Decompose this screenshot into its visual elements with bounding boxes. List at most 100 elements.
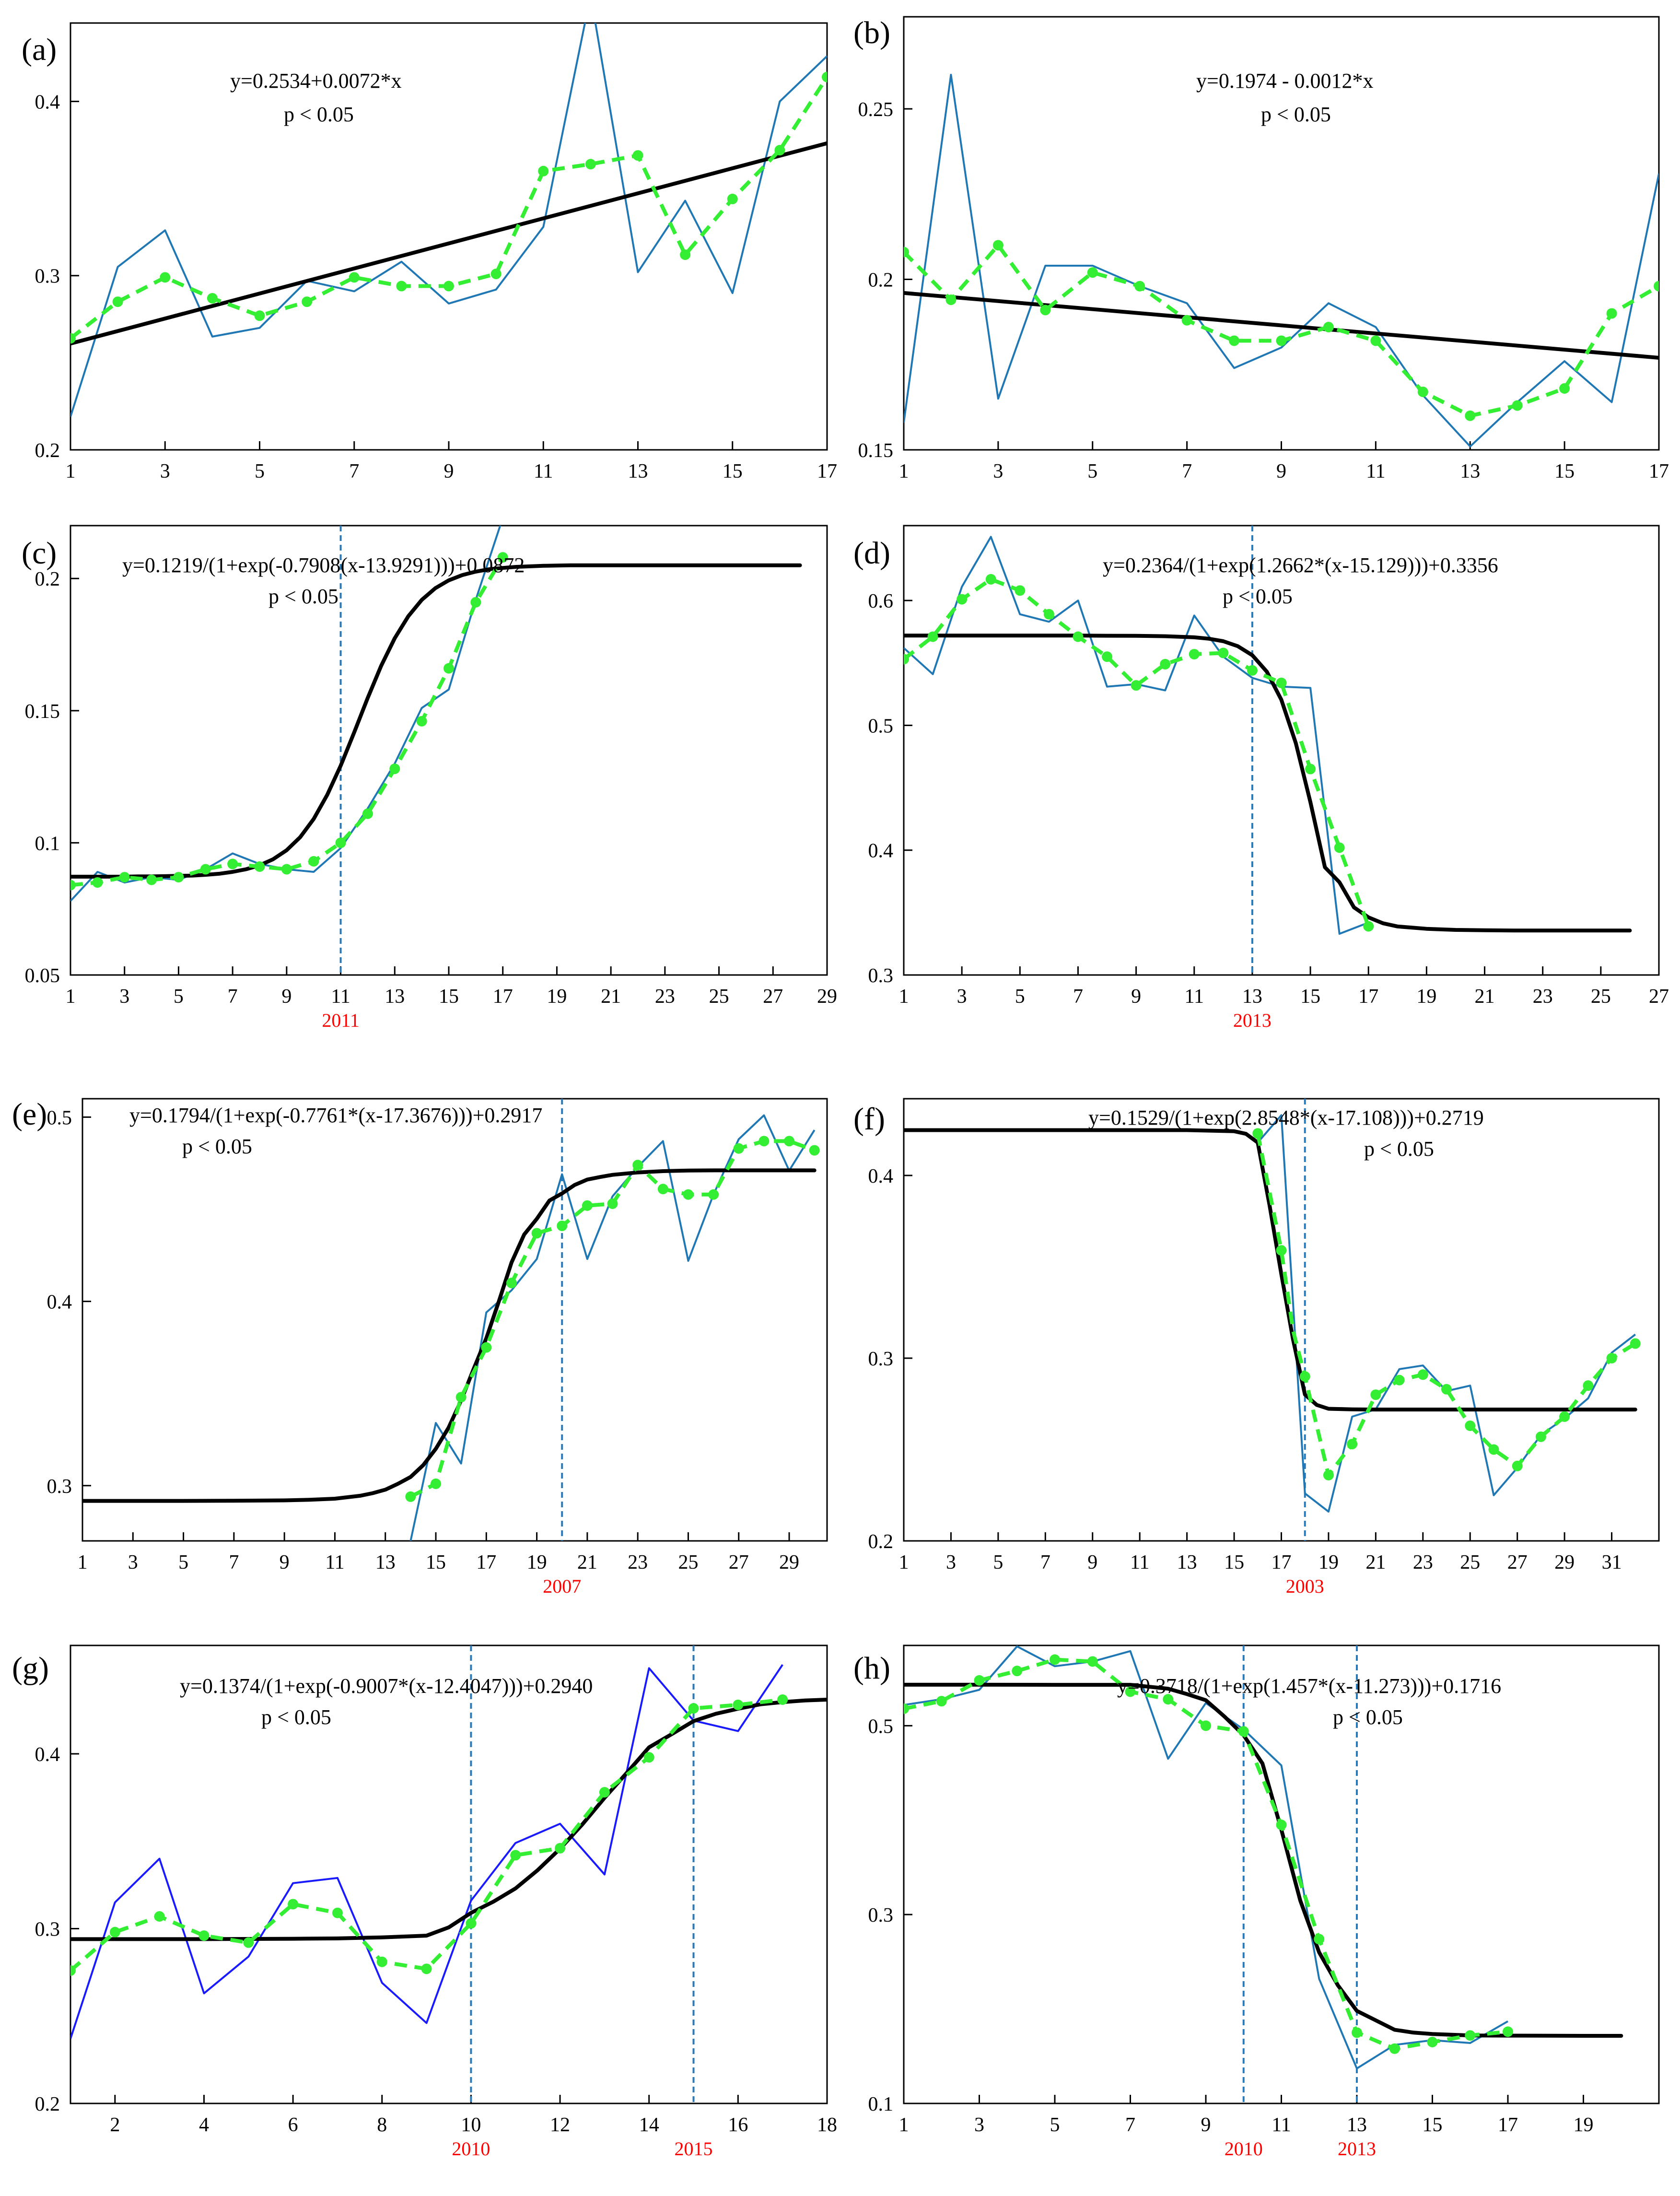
smoothed-point	[481, 1342, 492, 1353]
panel-label: (a)	[22, 32, 57, 67]
smoothed-point	[431, 1478, 442, 1489]
smoothed-point	[497, 552, 508, 563]
x-tick-label: 9	[1087, 1551, 1097, 1574]
smoothed-point	[680, 249, 691, 260]
smoothed-point	[302, 296, 313, 307]
smoothed-point	[112, 296, 123, 307]
panel-b: 1 3 5 7 9 11 13 15 170.150.20.25(b)y=0.1974 - 0.…	[853, 15, 1669, 482]
smoothed-point	[416, 716, 427, 727]
x-tick-label: 1	[899, 2114, 909, 2136]
x-tick-label: 27	[1649, 986, 1669, 1008]
x-tick-label: 13	[1177, 1551, 1197, 1574]
x-tick-label: 21	[1365, 1551, 1386, 1574]
x-tick-label: 7	[349, 460, 359, 482]
smoothed-point	[1512, 400, 1523, 411]
smoothed-point	[904, 654, 909, 665]
smoothed-point	[904, 247, 909, 258]
x-tick-label: 17	[1358, 986, 1378, 1008]
x-tick-label: 11	[1272, 2114, 1291, 2136]
x-tick-label: 17	[817, 460, 837, 482]
x-tick-label: 19	[1574, 2114, 1594, 2136]
raw-series-line	[904, 73, 1659, 447]
smoothed-point	[1323, 1469, 1334, 1480]
x-tick-label: 11	[1185, 986, 1204, 1008]
raw-series-line	[904, 536, 1369, 935]
smoothed-point	[119, 872, 130, 883]
smoothed-point	[777, 1694, 788, 1705]
smoothed-point	[585, 159, 596, 170]
smoothed-point	[1654, 281, 1659, 292]
smoothed-point	[1015, 585, 1026, 596]
x-tick-label: 1	[78, 1551, 88, 1574]
x-tick-label: 8	[377, 2114, 387, 2136]
smoothed-point	[70, 880, 76, 891]
panel-f: 1 3 5 7 9 11 13 15 17 19 21 23 25 27 29 310.20.30.42003…	[853, 1098, 1660, 1597]
x-tick-label: 17	[493, 986, 513, 1008]
smoothed-point	[1389, 2043, 1400, 2054]
raw-series-line	[1257, 1114, 1636, 1513]
x-tick-label: 15	[1300, 986, 1320, 1008]
smoothed-point	[974, 1675, 985, 1686]
raw-series-line	[904, 1645, 1508, 2070]
x-tick-label: 1	[899, 986, 909, 1008]
fit-line	[904, 1682, 1623, 2038]
x-tick-label: 27	[729, 1551, 749, 1574]
smoothed-series-line	[904, 1657, 1508, 2051]
x-tick-label: 15	[723, 460, 743, 482]
breakpoint-year-label: 2015	[675, 2138, 713, 2160]
smoothed-point	[1218, 647, 1229, 658]
panel-label: (d)	[853, 536, 890, 571]
x-tick-label: 7	[1073, 986, 1083, 1008]
smoothed-point	[1323, 322, 1334, 333]
smoothed-point	[1503, 2026, 1513, 2037]
p-value-label: p < 0.05	[182, 1135, 252, 1158]
x-tick-label: 15	[439, 986, 459, 1008]
p-value-label: p < 0.05	[1364, 1137, 1434, 1161]
x-tick-label: 9	[280, 1551, 290, 1574]
y-tick-label: 0.5	[868, 715, 894, 737]
y-tick-label: 0.4	[47, 1292, 72, 1314]
smoothed-point	[254, 861, 265, 872]
breakpoint-year-label: 2010	[1225, 2138, 1263, 2160]
y-tick-label: 0.1	[868, 2093, 894, 2115]
x-tick-label: 23	[655, 986, 675, 1008]
smoothed-point	[1314, 1934, 1325, 1945]
smoothed-point	[1363, 921, 1374, 932]
smoothed-point	[1201, 1720, 1211, 1731]
fit-equation: y=0.1794/(1+exp(-0.7761*(x-17.3676)))+0.…	[129, 1104, 542, 1127]
smoothed-series-line	[904, 577, 1370, 927]
smoothed-point	[1238, 1726, 1249, 1737]
y-tick-label: 0.3	[868, 1348, 894, 1370]
smoothed-point	[506, 1278, 517, 1289]
x-tick-label: 1	[66, 986, 76, 1008]
x-tick-label: 23	[1413, 1551, 1433, 1574]
smoothed-point	[1276, 1245, 1287, 1256]
smoothed-point	[288, 1899, 299, 1910]
smoothed-point	[557, 1221, 568, 1232]
x-tick-label: 4	[199, 2114, 209, 2136]
panel-d: 1 3 5 7 9 11 13 15 17 19 21 23 25 270.30.40.50.62013(…	[853, 525, 1669, 1031]
smoothed-point	[1583, 1380, 1594, 1391]
x-tick-label: 25	[709, 986, 729, 1008]
breakpoint-year-label: 2013	[1233, 1010, 1272, 1031]
smoothed-point	[927, 631, 938, 642]
smoothed-point	[733, 1143, 744, 1154]
smoothed-point	[1512, 1460, 1523, 1471]
smoothed-point	[1334, 842, 1345, 853]
smoothed-point	[1417, 1369, 1428, 1380]
smoothed-point	[1606, 1353, 1617, 1364]
p-value-label: p < 0.05	[261, 1705, 331, 1729]
x-tick-label: 3	[974, 2114, 984, 2136]
x-tick-label: 5	[174, 986, 184, 1008]
x-tick-label: 5	[1050, 2114, 1060, 2136]
smoothed-point	[362, 808, 373, 819]
smoothed-point	[443, 663, 454, 674]
axes-frame	[70, 22, 828, 451]
smoothed-point	[490, 269, 502, 280]
x-tick-label: 13	[1460, 460, 1480, 482]
y-tick-label: 0.2	[35, 2093, 60, 2115]
smoothed-series-line	[409, 1139, 816, 1499]
x-tick-label: 11	[534, 460, 553, 482]
smoothed-point	[389, 763, 400, 775]
smoothed-point	[1181, 315, 1192, 326]
